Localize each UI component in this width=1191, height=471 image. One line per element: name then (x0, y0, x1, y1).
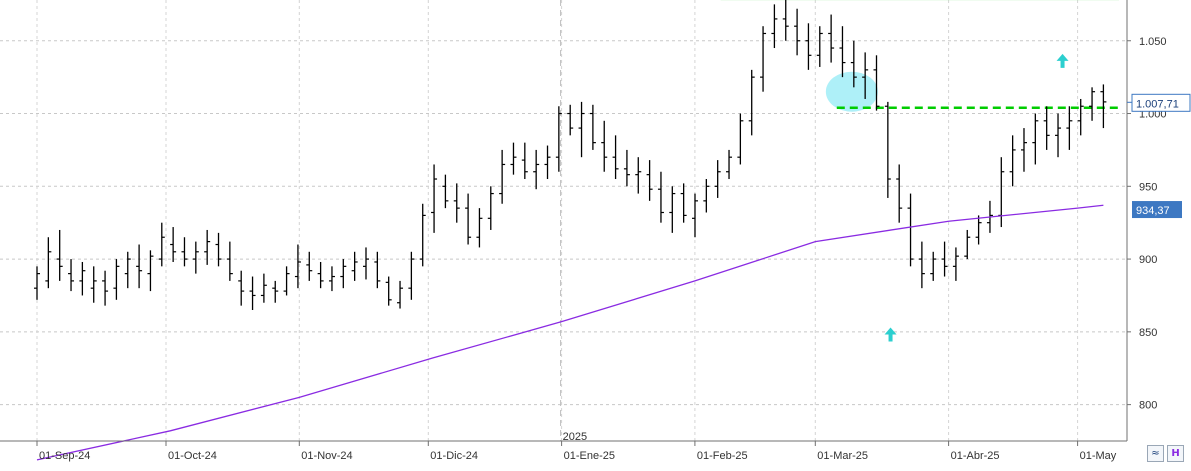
h-icon[interactable]: H (1167, 445, 1184, 462)
x-tick-label: 01-Oct-24 (168, 450, 217, 462)
ohlc-bars (34, 0, 1106, 310)
highlight-circle (826, 72, 878, 112)
moving-average (37, 205, 1103, 460)
up-arrow-icon (885, 327, 897, 341)
ma-label: 934,37 (1136, 205, 1170, 217)
x-tick-label: 01-Mar-25 (817, 450, 868, 462)
y-tick-label: 800 (1139, 400, 1157, 412)
up-arrow-icon (1057, 54, 1069, 68)
price-label: 1.007,71 (1136, 98, 1179, 110)
x-tick-label: 01-Abr-25 (951, 450, 1000, 462)
x-tick-label: 01-Dic-24 (430, 450, 478, 462)
x-tick-label: 01-Ene-25 (564, 450, 615, 462)
y-tick-label: 850 (1139, 327, 1157, 339)
collapse-icon[interactable]: ≈ (1147, 445, 1164, 462)
x-tick-label: 01-Feb-25 (697, 450, 748, 462)
x-tick-label: 01-May (1080, 450, 1117, 462)
x-tick-label: 01-Sep-24 (39, 450, 90, 462)
y-tick-label: 1.050 (1139, 36, 1167, 48)
x-tick-label: 01-Nov-24 (301, 450, 352, 462)
y-tick-label: 950 (1139, 181, 1157, 193)
moving-average-line (37, 205, 1103, 460)
y-tick-label: 900 (1139, 254, 1157, 266)
annotation-layer (721, 0, 1119, 341)
